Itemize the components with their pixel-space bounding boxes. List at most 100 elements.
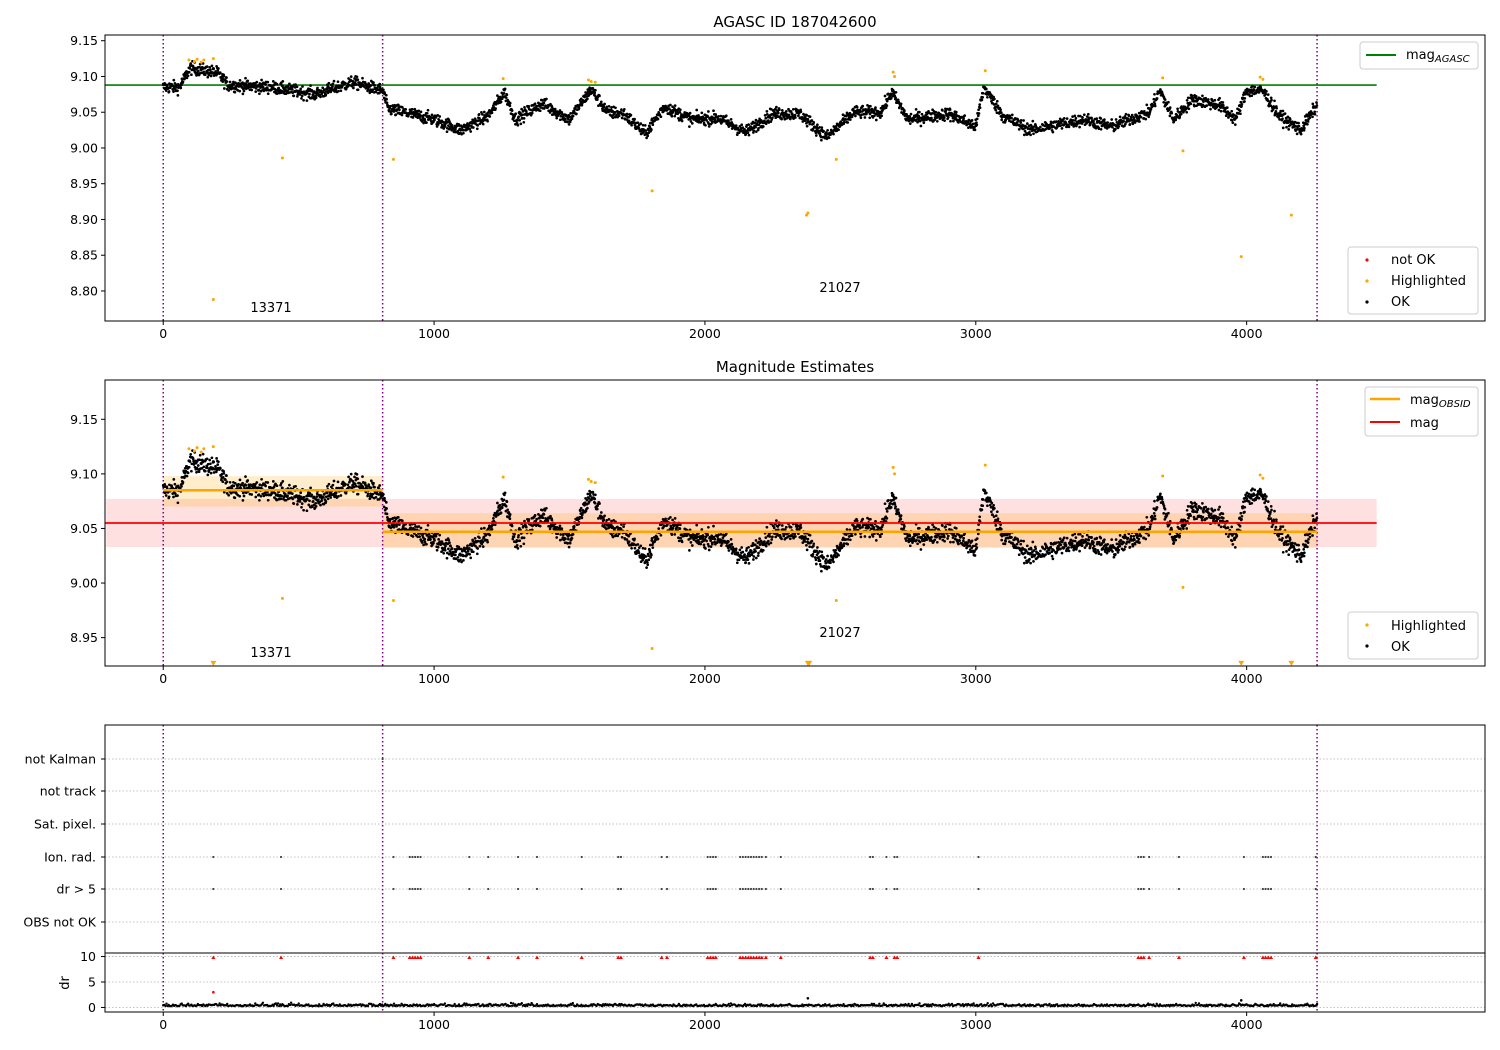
ok-point <box>310 493 314 497</box>
ok-point <box>1297 124 1301 128</box>
ok-point <box>952 119 955 123</box>
ok-point <box>478 116 481 120</box>
ok-point <box>394 113 398 117</box>
ok-point <box>567 545 571 549</box>
ok-point <box>172 78 176 82</box>
ok-point <box>689 541 693 544</box>
ok-point <box>747 562 751 565</box>
ok-point <box>290 88 294 91</box>
ok-point <box>494 107 497 110</box>
ok-point <box>186 74 190 78</box>
ok-point <box>780 524 784 527</box>
ok-point <box>196 464 200 467</box>
ok-point <box>555 536 559 539</box>
ok-point <box>454 128 457 131</box>
ok-point <box>332 79 336 83</box>
ok-point <box>1126 117 1130 120</box>
ok-point <box>218 466 222 470</box>
ok-point <box>660 107 664 111</box>
ok-point <box>288 483 291 487</box>
ok-point <box>577 106 581 110</box>
ok-point <box>553 107 557 111</box>
ok-point <box>382 492 385 496</box>
ok-point <box>190 469 193 473</box>
ok-point <box>1295 132 1299 136</box>
ok-point <box>296 503 299 506</box>
ok-point <box>818 132 822 135</box>
ok-point <box>238 478 242 482</box>
ok-point <box>456 556 460 559</box>
ok-point <box>752 558 755 561</box>
ok-point <box>476 119 480 122</box>
ok-point <box>311 93 315 96</box>
ok-point <box>1017 119 1020 123</box>
ok-point <box>286 84 290 88</box>
ok-point <box>210 456 214 460</box>
ok-point <box>695 108 699 112</box>
ok-point <box>593 501 597 505</box>
ok-point <box>505 93 509 97</box>
ok-point <box>496 94 499 97</box>
ok-point <box>593 94 597 98</box>
highlighted-point <box>1239 255 1243 259</box>
ok-point <box>948 108 952 111</box>
ok-point <box>559 533 563 536</box>
ok-point <box>281 80 285 83</box>
ok-point <box>869 104 872 108</box>
ok-point <box>1218 96 1221 100</box>
ok-point <box>233 496 237 500</box>
ok-point <box>883 94 887 98</box>
ok-point <box>502 498 506 502</box>
ok-point <box>771 116 774 120</box>
ok-point <box>281 480 285 483</box>
ok-point <box>805 124 809 128</box>
highlighted-point <box>806 211 810 215</box>
ok-point <box>369 486 373 490</box>
ok-point <box>707 525 710 529</box>
ok-point <box>794 116 797 119</box>
ok-point <box>323 88 326 91</box>
ok-point <box>1252 89 1256 92</box>
ok-point <box>266 481 270 484</box>
ok-point <box>508 513 512 516</box>
ok-point <box>850 115 854 119</box>
ok-point <box>688 111 692 115</box>
ok-point <box>241 92 245 96</box>
ok-point <box>486 119 489 123</box>
ok-point <box>644 129 648 132</box>
ok-point <box>647 131 651 135</box>
ok-point <box>767 121 771 124</box>
ok-point <box>216 463 220 466</box>
ok-point <box>599 100 603 104</box>
ok-point <box>1275 106 1278 110</box>
ok-point <box>279 497 283 501</box>
ok-point <box>773 114 777 117</box>
ok-point <box>1167 100 1170 104</box>
ok-point <box>1064 121 1068 125</box>
ok-point <box>646 563 650 567</box>
ok-point <box>894 96 897 100</box>
ok-point <box>586 88 590 91</box>
ok-point <box>594 88 597 92</box>
ok-point <box>189 62 193 65</box>
ok-point <box>374 495 378 499</box>
ok-point <box>1257 91 1261 94</box>
ok-point <box>667 107 671 110</box>
ok-point <box>954 110 958 114</box>
highlighted-point <box>199 60 203 64</box>
ok-point <box>701 535 705 539</box>
ok-point <box>695 523 699 527</box>
ok-point <box>354 484 358 488</box>
ok-point <box>1139 115 1143 119</box>
ok-point <box>1060 127 1064 130</box>
ok-point <box>625 538 629 541</box>
ok-point <box>392 108 396 112</box>
ok-point <box>294 484 297 488</box>
ok-point <box>973 128 977 132</box>
ok-point <box>430 113 434 117</box>
ok-point <box>741 550 745 554</box>
ok-point <box>757 546 761 550</box>
ok-point <box>176 494 179 497</box>
ok-point <box>803 540 807 543</box>
ok-point <box>302 90 306 94</box>
